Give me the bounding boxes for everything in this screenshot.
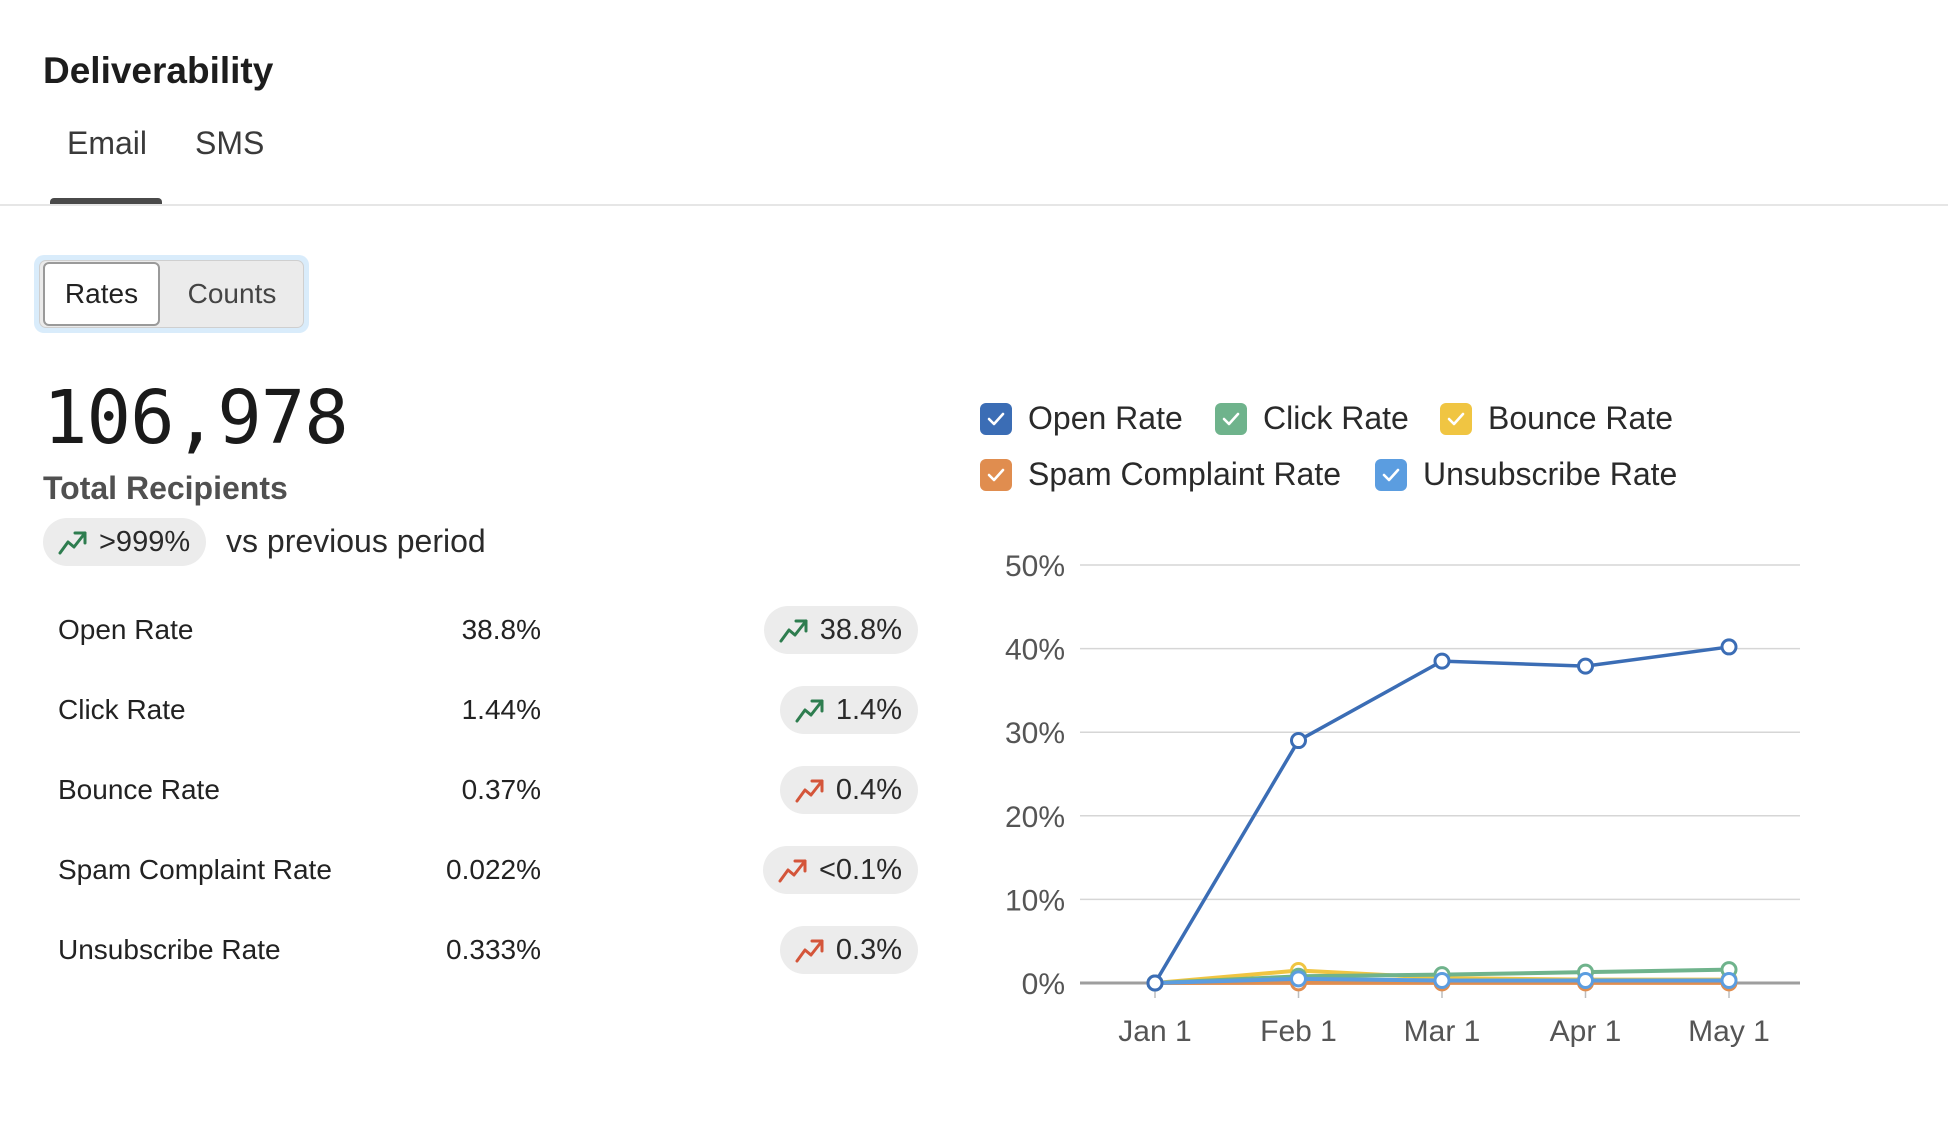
legend-bounce-rate[interactable]: Bounce Rate <box>1440 400 1673 437</box>
tab-sms[interactable]: SMS <box>195 125 265 161</box>
metric-label: Bounce Rate <box>58 774 220 805</box>
metric-change-value: 0.4% <box>835 773 902 806</box>
checkmark-icon <box>987 468 1005 481</box>
metric-label: Unsubscribe Rate <box>58 934 281 965</box>
x-tick-label: Feb 1 <box>1260 1015 1337 1048</box>
metric-label: Open Rate <box>58 614 194 645</box>
checkbox-icon[interactable] <box>980 402 1012 435</box>
x-tick-label: Jan 1 <box>1118 1015 1191 1048</box>
vs-previous-label: vs previous period <box>226 523 486 559</box>
data-point-open-rate <box>1290 732 1307 750</box>
metric-row-bounce-rate: Bounce Rate 0.37% 0.4% <box>58 766 918 826</box>
y-tick-label: 10% <box>1005 884 1065 917</box>
trend-up-icon <box>778 859 807 883</box>
metric-row-open-rate: Open Rate 38.8% 38.8% <box>58 606 918 666</box>
active-tab-indicator <box>50 198 162 206</box>
metric-row-click-rate: Click Rate 1.44% 1.4% <box>58 686 918 746</box>
y-tick-label: 50% <box>1005 550 1065 583</box>
legend-click-rate[interactable]: Click Rate <box>1215 400 1409 437</box>
data-point-unsubscribe-rate <box>1720 971 1738 989</box>
checkbox-icon[interactable] <box>1215 402 1247 435</box>
data-point-unsubscribe-rate <box>1577 971 1594 989</box>
y-tick-label: 20% <box>1005 801 1065 834</box>
legend-unsubscribe-rate[interactable]: Unsubscribe Rate <box>1375 456 1677 493</box>
trend-up-icon <box>795 939 824 963</box>
metric-value: 0.022% <box>446 854 541 885</box>
data-point-unsubscribe-rate <box>1433 971 1451 989</box>
total-recipients-value: 106,978 <box>43 375 349 461</box>
legend-label: Open Rate <box>1028 400 1183 436</box>
checkmark-icon <box>987 412 1005 425</box>
data-point-open-rate <box>1577 657 1594 675</box>
metric-change-value: 1.4% <box>835 693 902 726</box>
metric-change-badge: 38.8% <box>763 606 918 654</box>
metric-value: 0.37% <box>461 774 541 805</box>
trend-up-icon <box>779 619 808 643</box>
rates-line-chart: 0% 10% 20% 30% 40% 50% Jan 1 Feb 1 Mar 1 Apr 1 May… <box>1005 550 1800 1048</box>
rates-button[interactable]: Rates <box>43 262 160 326</box>
checkmark-icon <box>1447 412 1465 425</box>
metric-value: 0.333% <box>446 934 541 965</box>
data-point-open-rate <box>1720 638 1738 656</box>
metric-change-badge: <0.1% <box>762 846 918 894</box>
checkbox-icon[interactable] <box>1375 458 1407 491</box>
x-tick-label: Mar 1 <box>1404 1015 1481 1048</box>
rates-counts-toggle: Rates Counts <box>34 255 309 333</box>
counts-button[interactable]: Counts <box>187 278 277 309</box>
total-recipients-label: Total Recipients <box>43 470 288 506</box>
legend-open-rate[interactable]: Open Rate <box>980 400 1183 437</box>
metric-change-value: 0.3% <box>835 933 902 966</box>
metric-label: Click Rate <box>58 694 186 725</box>
y-tick-label: 40% <box>1005 634 1065 667</box>
metric-change-badge: 0.4% <box>779 766 918 814</box>
tabs-divider <box>0 204 1948 206</box>
trend-up-icon <box>58 531 87 555</box>
metric-row-unsubscribe-rate: Unsubscribe Rate 0.333% 0.3% <box>58 926 918 986</box>
metric-value: 1.44% <box>461 694 541 725</box>
metric-label: Spam Complaint Rate <box>58 854 332 885</box>
legend-label: Click Rate <box>1263 400 1409 436</box>
checkmark-icon <box>1222 412 1240 425</box>
checkbox-icon[interactable] <box>1440 402 1472 435</box>
metric-value: 38.8% <box>461 614 541 645</box>
data-point-open-rate <box>1433 652 1451 670</box>
metric-change-badge: 0.3% <box>779 926 918 974</box>
trend-up-icon <box>795 779 824 803</box>
legend-label: Spam Complaint Rate <box>1028 456 1342 492</box>
legend-label: Bounce Rate <box>1488 400 1674 436</box>
total-change-badge: >999% <box>43 518 207 566</box>
page-title: Deliverability <box>43 50 274 91</box>
checkmark-icon <box>1382 468 1400 481</box>
metric-change-value: <0.1% <box>818 853 902 886</box>
total-change-value: >999% <box>99 525 191 558</box>
legend-label: Unsubscribe Rate <box>1423 456 1678 492</box>
series-line-open-rate <box>1153 645 1730 984</box>
legend-spam-complaint-rate[interactable]: Spam Complaint Rate <box>980 456 1341 493</box>
metric-change-value: 38.8% <box>819 613 902 646</box>
metric-change-badge: 1.4% <box>779 686 918 734</box>
y-tick-label: 30% <box>1005 717 1065 750</box>
trend-up-icon <box>795 699 824 723</box>
y-tick-label: 0% <box>1022 968 1065 1001</box>
x-tick-label: Apr 1 <box>1550 1015 1622 1048</box>
checkbox-icon[interactable] <box>980 458 1012 491</box>
data-point-unsubscribe-rate <box>1290 970 1307 988</box>
metric-row-spam-complaint-rate: Spam Complaint Rate 0.022% <0.1% <box>58 846 918 906</box>
tab-email[interactable]: Email <box>67 125 148 161</box>
x-tick-label: May 1 <box>1688 1015 1770 1048</box>
data-point-open-rate <box>1146 974 1164 992</box>
